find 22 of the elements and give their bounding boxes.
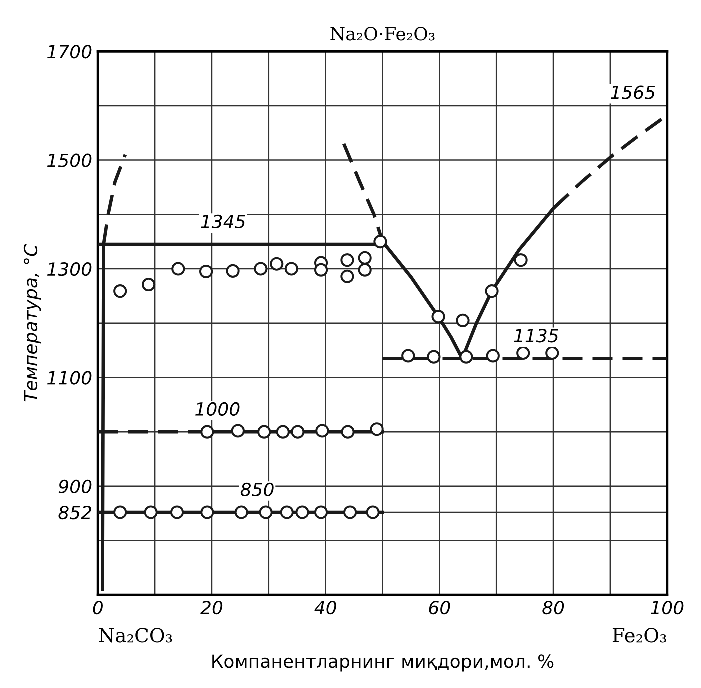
y-tick-label: 852 xyxy=(58,506,92,520)
y-axis-title: Температура, °C xyxy=(24,244,42,402)
x-axis-title: Компанентларнинг миқдори,мол. % xyxy=(212,654,554,672)
x-tick-label: 100 xyxy=(651,600,684,615)
text: Na₂CO₃ xyxy=(99,628,172,643)
y-tick-label: 1700 xyxy=(48,45,92,59)
x-tick-label: 80 xyxy=(542,600,564,615)
y-tick-label: 1300 xyxy=(48,262,92,276)
annotation: 1565 xyxy=(611,86,656,100)
annotation: 1000 xyxy=(196,402,240,416)
annotation: 1135 xyxy=(514,329,558,343)
annotation: 1345 xyxy=(201,214,246,229)
y-tick-label: 1100 xyxy=(48,371,92,385)
chart-title: Na₂O·Fe₂O₃ xyxy=(330,27,435,41)
text: Fe₂O₃ xyxy=(612,628,666,643)
x-tick-label: 0 xyxy=(93,600,103,615)
x-tick-label: 40 xyxy=(314,600,336,615)
y-tick-label: 1500 xyxy=(48,154,92,168)
annotation: 850 xyxy=(240,482,274,497)
y-tick-label: 900 xyxy=(58,480,92,494)
x-tick-label: 20 xyxy=(200,600,223,615)
x-tick-label: 60 xyxy=(429,600,450,615)
